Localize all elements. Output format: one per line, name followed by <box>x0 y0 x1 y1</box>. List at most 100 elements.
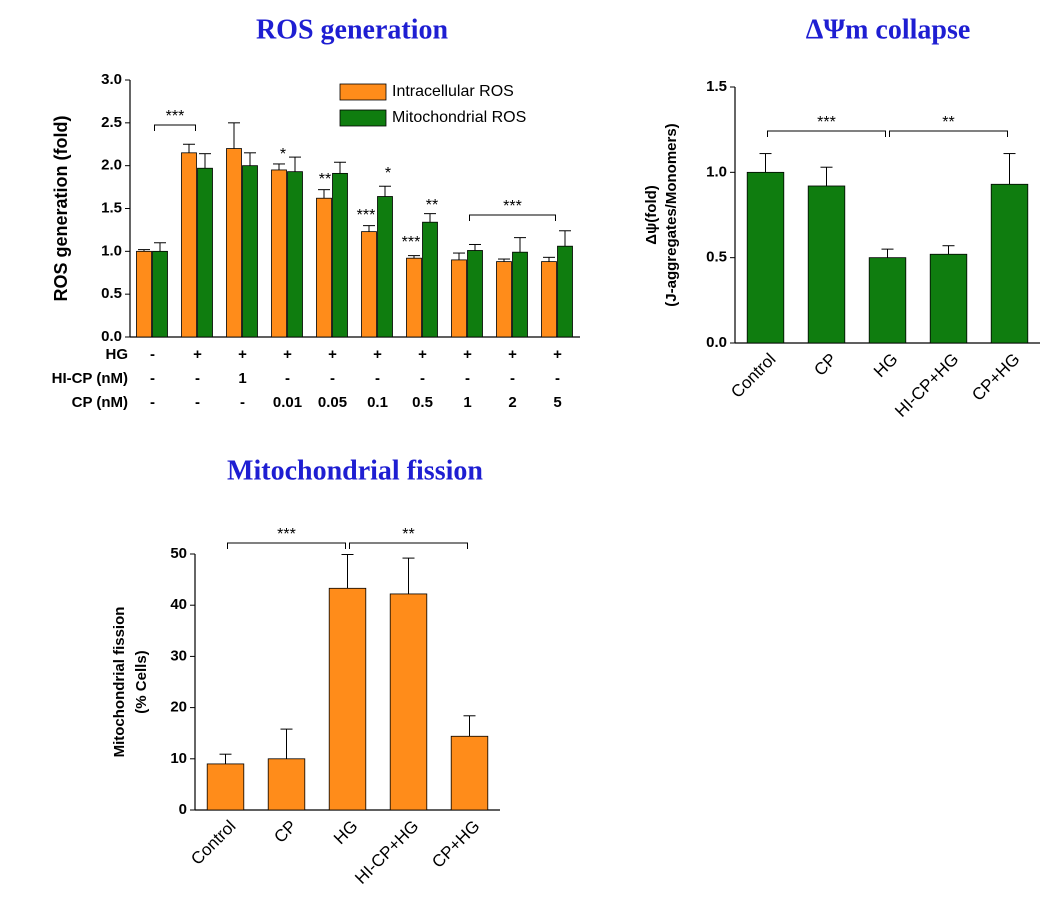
condition-label: HG <box>106 346 129 363</box>
condition-label: CP (nM) <box>72 394 128 411</box>
y-tick-label: 2.5 <box>101 114 122 131</box>
significance-bracket <box>889 130 1008 137</box>
bar <box>422 221 438 338</box>
bar <box>271 169 287 338</box>
bar <box>512 251 528 338</box>
bar <box>807 185 846 344</box>
condition-value: - <box>150 394 155 411</box>
condition-value: + <box>283 346 292 363</box>
bar <box>316 197 332 338</box>
condition-value: - <box>150 346 155 363</box>
x-tick-label: CP <box>810 350 840 380</box>
y-tick-label: 2.0 <box>101 157 122 174</box>
legend-label: Mitochondrial ROS <box>392 109 526 126</box>
condition-value: 0.1 <box>367 394 388 411</box>
condition-value: + <box>238 346 247 363</box>
bar <box>541 261 557 338</box>
y-tick-label: 50 <box>170 545 187 562</box>
condition-value: + <box>463 346 472 363</box>
significance-label: ** <box>426 197 438 214</box>
condition-value: - <box>150 370 155 387</box>
y-tick-label: 0.5 <box>706 249 727 266</box>
y-tick-label: 1.0 <box>706 163 727 180</box>
condition-value: + <box>418 346 427 363</box>
bar <box>361 231 377 338</box>
bar <box>267 758 306 811</box>
y-tick-label: 1.0 <box>101 242 122 259</box>
condition-value: - <box>240 394 245 411</box>
legend-swatch <box>339 83 387 101</box>
significance-label: * <box>385 165 391 182</box>
y-axis-label: ROS generation (fold) <box>51 116 71 302</box>
y-tick-label: 3.0 <box>101 71 122 88</box>
bar <box>287 171 303 338</box>
condition-value: 1 <box>238 370 246 387</box>
bar <box>206 763 245 811</box>
significance-bracket <box>227 542 346 549</box>
bar <box>226 148 242 338</box>
bar <box>181 152 197 338</box>
condition-value: + <box>373 346 382 363</box>
y-tick-label: 1.5 <box>706 78 727 95</box>
significance-label: * <box>280 146 286 163</box>
bar <box>332 172 348 338</box>
significance-label: *** <box>166 108 185 125</box>
condition-value: 0.01 <box>273 394 302 411</box>
condition-value: - <box>375 370 380 387</box>
condition-label: HI-CP (nM) <box>52 370 128 387</box>
bar <box>389 593 428 811</box>
y-tick-label: 1.5 <box>101 199 122 216</box>
condition-value: + <box>508 346 517 363</box>
y-axis-label: Mitochondrial fission <box>111 607 128 758</box>
bar <box>242 165 258 338</box>
bar <box>451 259 467 338</box>
condition-value: - <box>330 370 335 387</box>
y-tick-label: 0 <box>179 801 187 818</box>
significance-label: *** <box>503 198 522 215</box>
condition-value: - <box>420 370 425 387</box>
significance-label: ** <box>402 526 414 543</box>
x-tick-label: CP+HG <box>428 817 483 872</box>
significance-label: *** <box>817 114 836 131</box>
bar <box>136 250 152 338</box>
significance-bracket <box>154 124 196 131</box>
y-tick-label: 0.0 <box>101 328 122 345</box>
significance-bracket <box>767 130 886 137</box>
significance-label: ** <box>319 171 331 188</box>
bar <box>328 587 367 811</box>
x-tick-label: HG <box>330 817 361 848</box>
condition-value: + <box>553 346 562 363</box>
bar <box>557 245 573 338</box>
x-tick-label: Control <box>727 350 779 402</box>
condition-value: - <box>195 394 200 411</box>
bar <box>377 196 393 338</box>
legend-swatch <box>339 109 387 127</box>
bar <box>929 253 968 344</box>
bar <box>496 261 512 338</box>
condition-value: - <box>555 370 560 387</box>
x-tick-label: CP <box>270 817 300 847</box>
chart-title: Mitochondrial fission <box>227 455 483 486</box>
bar <box>990 183 1029 344</box>
chart-title: ROS generation <box>256 14 449 45</box>
y-tick-label: 0.0 <box>706 334 727 351</box>
significance-label: ** <box>942 114 954 131</box>
y-tick-label: 10 <box>170 750 187 767</box>
condition-value: 1 <box>463 394 471 411</box>
condition-value: - <box>285 370 290 387</box>
legend-label: Intracellular ROS <box>392 83 514 100</box>
x-tick-label: HI-CP+HG <box>891 350 962 421</box>
condition-value: + <box>328 346 337 363</box>
bar <box>868 257 907 344</box>
condition-value: + <box>193 346 202 363</box>
x-tick-label: HI-CP+HG <box>351 817 422 888</box>
condition-value: 5 <box>553 394 561 411</box>
y-axis-label: (J-aggregates/Monomers) <box>663 123 680 306</box>
significance-bracket <box>349 542 468 549</box>
condition-value: - <box>510 370 515 387</box>
significance-label: *** <box>357 207 376 224</box>
y-tick-label: 30 <box>170 647 187 664</box>
bar <box>450 735 489 811</box>
y-tick-label: 20 <box>170 699 187 716</box>
y-tick-label: 0.5 <box>101 285 122 302</box>
